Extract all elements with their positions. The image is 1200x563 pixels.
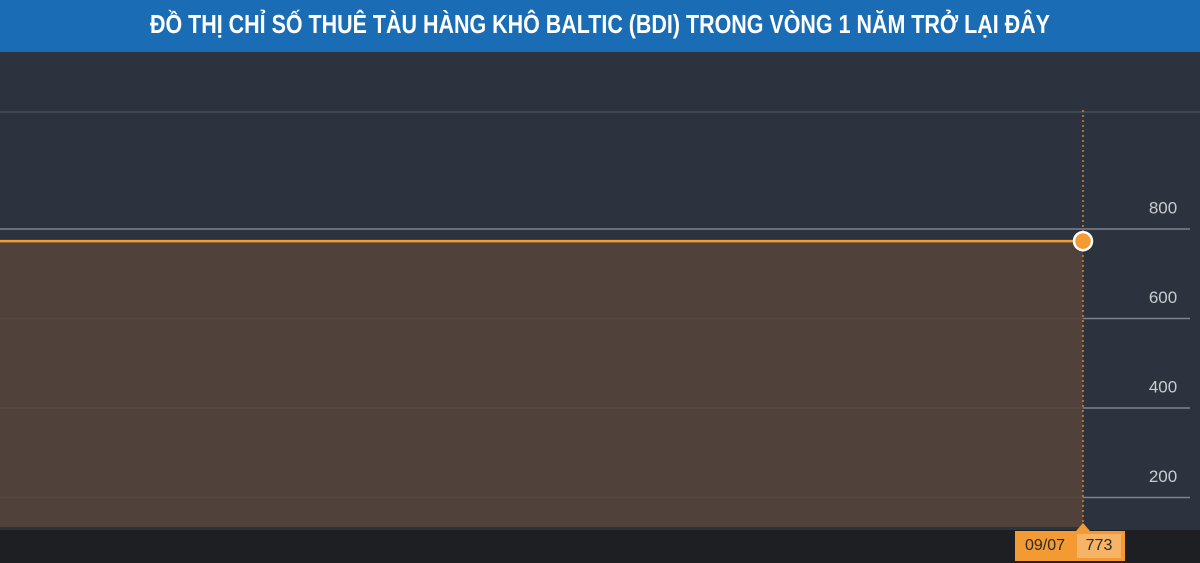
marker-pointer: [1076, 523, 1090, 531]
marker-value: 773: [1086, 537, 1113, 554]
y-tick-label: 800: [1149, 198, 1177, 217]
y-tick-label: 400: [1149, 377, 1177, 396]
marker-date: 09/07: [1025, 537, 1065, 554]
bottom-strip: [0, 530, 1200, 563]
y-tick-label: 200: [1149, 467, 1177, 486]
title-bar: [0, 0, 1200, 52]
area-fill: [0, 199, 1083, 527]
last-point: [1072, 230, 1094, 252]
marker-value-box: [1077, 534, 1121, 558]
y-tick-label: 600: [1149, 288, 1177, 307]
plot: 200400600800OctNovDecJanFebMarAprMayJunJ…: [0, 110, 1190, 527]
chart-title: ĐỒ THỊ CHỈ SỐ THUÊ TÀU HÀNG KHÔ BALTIC (…: [150, 8, 1050, 39]
